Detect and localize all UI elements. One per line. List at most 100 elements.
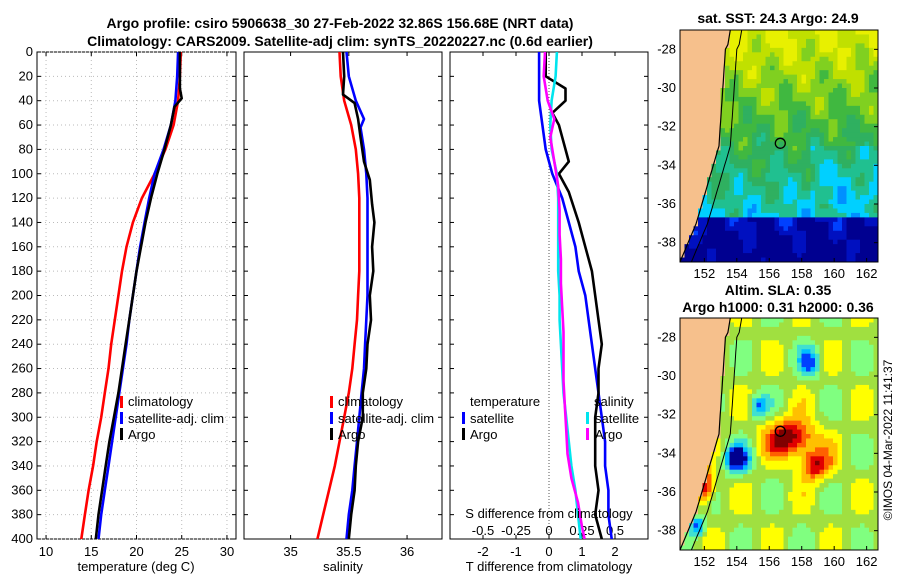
sst-cell: [824, 38, 830, 44]
sst-cell: [779, 226, 785, 232]
sst-cell: [774, 79, 780, 85]
sst-cell: [810, 159, 816, 165]
depth-tick-label: 300: [11, 409, 33, 424]
sla-cell: [729, 420, 735, 426]
sla-cell: [752, 447, 758, 453]
sst-cell: [743, 92, 749, 98]
sla-cell: [684, 438, 690, 444]
sst-cell: [725, 96, 731, 102]
sst-cell: [698, 221, 704, 227]
sla-cell: [864, 514, 870, 520]
sla-cell: [842, 438, 848, 444]
sst-cell: [842, 190, 848, 196]
sla-cell: [873, 487, 878, 493]
sla-cell: [779, 451, 785, 457]
sla-cell: [684, 340, 690, 346]
sla-cell: [747, 416, 753, 422]
sla-cell: [765, 420, 771, 426]
sst-cell: [680, 208, 686, 214]
sla-cell: [797, 402, 803, 408]
sst-cell: [747, 70, 753, 76]
sst-cell: [815, 190, 821, 196]
sst-cell: [761, 257, 767, 262]
sst-cell: [729, 244, 735, 250]
sst-cell: [716, 61, 722, 67]
sla-cell: [774, 380, 780, 386]
sst-cell: [743, 244, 749, 250]
sst-cell: [761, 61, 767, 67]
sla-cell: [783, 527, 789, 533]
legend-swatch-climatology: [330, 396, 333, 408]
sla-cell: [761, 376, 767, 382]
sla-cell: [788, 402, 794, 408]
sst-cell: [689, 47, 695, 53]
sst-cell: [734, 244, 740, 250]
sst-cell: [756, 186, 762, 192]
sst-cell: [684, 83, 690, 89]
sla-cell: [734, 465, 740, 471]
sla-cell: [743, 420, 749, 426]
sla-cell: [860, 514, 866, 520]
sst-cell: [725, 230, 731, 236]
sst-cell: [702, 79, 708, 85]
sst-cell: [855, 88, 861, 94]
sst-cell: [788, 146, 794, 152]
sla-cell: [693, 416, 699, 422]
sla-cell: [734, 487, 740, 493]
sla-cell: [815, 376, 821, 382]
sst-cell: [716, 79, 722, 85]
sst-cell: [707, 56, 713, 62]
sla-cell: [761, 460, 767, 466]
sla-cell: [833, 487, 839, 493]
sst-cell: [842, 110, 848, 116]
sst-cell: [734, 217, 740, 223]
sla-cell: [792, 420, 798, 426]
sst-cell: [734, 141, 740, 147]
sla-cell: [720, 318, 726, 324]
sst-cell: [792, 159, 798, 165]
sst-cell: [819, 221, 825, 227]
sla-cell: [761, 402, 767, 408]
depth-tick-label: 360: [11, 482, 33, 497]
sla-cell: [734, 536, 740, 542]
sst-cell: [810, 186, 816, 192]
sst-cell: [792, 150, 798, 156]
sst-cell: [824, 177, 830, 183]
sla-cell: [788, 380, 794, 386]
sst-cell: [774, 105, 780, 111]
sla-cell: [774, 438, 780, 444]
sst-cell: [752, 150, 758, 156]
sst-cells: [680, 30, 878, 262]
sla-cell: [693, 335, 699, 341]
sst-cell: [864, 47, 870, 53]
sst-cell: [842, 56, 848, 62]
sst-cell: [765, 56, 771, 62]
sla-cell: [725, 416, 731, 422]
sst-cell: [689, 52, 695, 58]
sla-cell: [774, 340, 780, 346]
sla-cell: [779, 518, 785, 524]
sst-cell: [747, 61, 753, 67]
sst-cell: [684, 226, 690, 232]
sst-cell: [846, 253, 852, 259]
sla-cell: [743, 438, 749, 444]
sla-cell: [765, 384, 771, 390]
sst-cell: [810, 150, 816, 156]
sst-cell: [698, 230, 704, 236]
sla-cell: [698, 402, 704, 408]
sla-cell: [729, 442, 735, 448]
sla-cell: [869, 492, 875, 498]
sst-cell: [680, 123, 686, 129]
sla-cell: [770, 398, 776, 404]
sst-cell: [761, 79, 767, 85]
sst-cell: [864, 168, 870, 174]
sla-cell: [725, 376, 731, 382]
sla-cell: [797, 384, 803, 390]
sst-cell: [711, 217, 717, 223]
sst-cell: [806, 128, 812, 134]
sst-cell: [680, 128, 686, 134]
sla-cell: [828, 335, 834, 341]
sla-cell: [846, 500, 852, 506]
sst-cell: [833, 110, 839, 116]
legend-swatch-argo: [330, 428, 333, 440]
